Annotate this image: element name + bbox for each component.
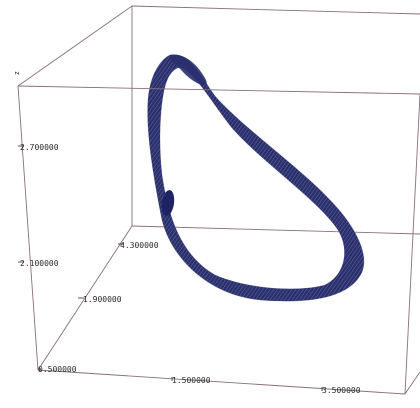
- box-edge: [131, 5, 420, 15]
- fixed-point-blob: [161, 190, 175, 216]
- axis-ticks: [18, 145, 323, 391]
- z-axis-letter: z: [13, 71, 21, 75]
- attractor-series: [147, 54, 365, 302]
- box-edge: [37, 369, 406, 395]
- box-edge: [17, 5, 133, 87]
- box-edge: [404, 93, 420, 395]
- box-edge: [17, 85, 420, 95]
- z-tick-label: 2.700000: [20, 143, 59, 152]
- x-tick-label: 3.500000: [322, 386, 361, 395]
- box-edge: [37, 225, 133, 371]
- box-edge: [17, 85, 39, 371]
- attractor-band-outer: [147, 54, 365, 302]
- bounding-box-front: [17, 5, 420, 395]
- box-edge: [131, 225, 420, 235]
- bounding-box-back: [37, 5, 420, 371]
- attractor-band-fold: [169, 54, 207, 86]
- y-tick-label: 4.300000: [120, 241, 159, 250]
- x-tick-label: 1.500000: [172, 376, 211, 385]
- y-tick-label: 1.900000: [83, 295, 122, 304]
- box-edge: [404, 371, 420, 395]
- x-tick-label: 0.500000: [38, 365, 77, 374]
- z-tick-label: 2.100000: [20, 259, 59, 268]
